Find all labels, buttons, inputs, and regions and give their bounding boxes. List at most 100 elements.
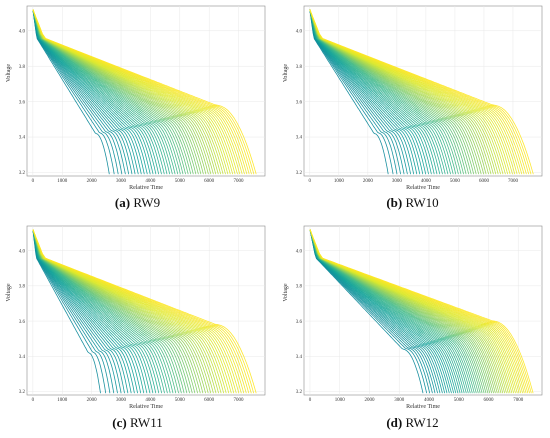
y-tick-label: 3.8: [19, 285, 26, 290]
panel-rw12: 0 1000 2000 3000 4000 5000 6000 7000 3.2 3.4 3.6 3.…: [275, 219, 550, 438]
series-line: [32, 229, 101, 394]
series-line: [32, 9, 257, 175]
y-axis-label: Voltage: [283, 64, 289, 83]
x-tick-label: 0: [32, 179, 35, 184]
y-tick-label: 3.6: [296, 320, 303, 325]
series-line: [32, 229, 157, 394]
x-tick-label: 0: [309, 398, 312, 403]
series-line: [32, 229, 132, 394]
series-line: [32, 229, 111, 394]
x-tick-label: 3000: [392, 179, 403, 184]
y-axis-label: Voltage: [283, 283, 289, 302]
series-line: [32, 9, 145, 175]
x-tick-label: 2000: [364, 398, 375, 403]
y-tick-label: 3.4: [296, 136, 303, 141]
y-tick-label: 3.2: [296, 390, 303, 395]
series-line: [32, 9, 151, 175]
y-tick-label: 4.0: [296, 29, 303, 34]
y-tick-label: 4.0: [19, 249, 26, 254]
series-line: [309, 9, 394, 175]
caption-label: (c): [112, 415, 127, 430]
y-tick-label: 3.4: [19, 136, 26, 141]
series-line: [32, 9, 136, 175]
series-line: [32, 9, 130, 175]
series-line: [309, 9, 418, 175]
series-line: [32, 229, 145, 394]
y-tick-label: 3.2: [296, 171, 303, 176]
y-tick-label: 3.8: [296, 65, 303, 70]
x-tick-label: 1000: [57, 398, 68, 403]
series-line: [32, 229, 148, 394]
y-tick-label: 3.4: [296, 355, 303, 360]
x-tick-label: 1000: [335, 398, 346, 403]
caption-name: RW11: [129, 415, 163, 430]
x-tick-label: 2000: [363, 179, 374, 184]
y-tick-label: 3.6: [296, 100, 303, 105]
caption-label: (a): [114, 195, 131, 210]
x-tick-label: 3000: [116, 179, 127, 184]
series-line: [32, 229, 129, 394]
x-tick-label: 4000: [145, 398, 156, 403]
x-tick-label: 5000: [450, 179, 461, 184]
series-line: [32, 9, 126, 175]
series-line: [309, 9, 389, 175]
series-line: [32, 229, 122, 394]
series-line: [32, 229, 142, 394]
y-tick-label: 3.6: [19, 100, 26, 105]
x-tick-label: 1000: [334, 179, 345, 184]
series-line: [32, 9, 157, 175]
caption-label: (b): [386, 195, 403, 210]
x-tick-label: 7000: [234, 179, 245, 184]
series-line: [32, 9, 110, 175]
x-tick-label: 5000: [175, 398, 186, 403]
caption-rw12: (d) RW12: [275, 415, 550, 431]
y-tick-label: 3.8: [296, 285, 303, 290]
caption-rw11: (c) RW11: [0, 415, 275, 431]
y-tick-label: 3.8: [19, 65, 26, 70]
y-tick-label: 3.4: [19, 355, 26, 360]
panel-rw11: 0 1000 2000 3000 4000 5000 6000 7000 3.2 3.4 3.6 3.…: [0, 219, 275, 438]
series-line: [309, 9, 411, 175]
x-tick-label: 7000: [234, 398, 245, 403]
series-line: [309, 9, 405, 175]
series-line: [32, 9, 142, 175]
y-tick-label: 3.2: [19, 390, 26, 395]
series-line: [309, 9, 421, 175]
y-tick-label: 4.0: [19, 29, 26, 34]
series-line: [309, 229, 424, 394]
series-line: [32, 229, 257, 394]
series-line: [32, 229, 107, 394]
x-axis-label: Relative Time: [406, 404, 440, 410]
x-axis-label: Relative Time: [129, 404, 163, 410]
x-tick-label: 6000: [204, 398, 215, 403]
x-tick-label: 0: [32, 398, 35, 403]
panel-rw10: 0 1000 2000 3000 4000 5000 6000 7000 3.2 3.4 3.6 3.…: [275, 0, 550, 219]
caption-label: (d): [386, 415, 403, 430]
x-tick-label: 4000: [424, 398, 435, 403]
x-tick-label: 3000: [116, 398, 127, 403]
x-tick-label: 1000: [57, 179, 68, 184]
series-line: [309, 9, 534, 175]
series-line: [309, 9, 398, 175]
series-line: [32, 229, 118, 394]
series-line: [309, 229, 534, 394]
x-tick-label: 6000: [483, 398, 494, 403]
plot-frame: [303, 5, 543, 177]
y-tick-label: 3.2: [19, 171, 26, 176]
x-tick-label: 4000: [145, 179, 156, 184]
chart-rw9: 0 1000 2000 3000 4000 5000 6000 7000 3.2 3.4 3.6 3.…: [6, 5, 266, 191]
series-line: [32, 9, 123, 175]
x-tick-label: 5000: [175, 179, 186, 184]
series-line: [32, 9, 119, 175]
x-axis-label: Relative Time: [129, 185, 163, 191]
x-tick-label: 2000: [87, 179, 98, 184]
series-line: [309, 9, 401, 175]
series-line: [32, 229, 125, 394]
x-tick-label: 6000: [479, 179, 490, 184]
series-line: [32, 229, 115, 394]
series-line: [32, 9, 139, 175]
chart-rw10: 0 1000 2000 3000 4000 5000 6000 7000 3.2 3.4 3.6 3.…: [283, 5, 543, 191]
x-tick-label: 7000: [513, 398, 524, 403]
x-axis-label: Relative Time: [406, 185, 440, 191]
series-line: [32, 9, 115, 175]
